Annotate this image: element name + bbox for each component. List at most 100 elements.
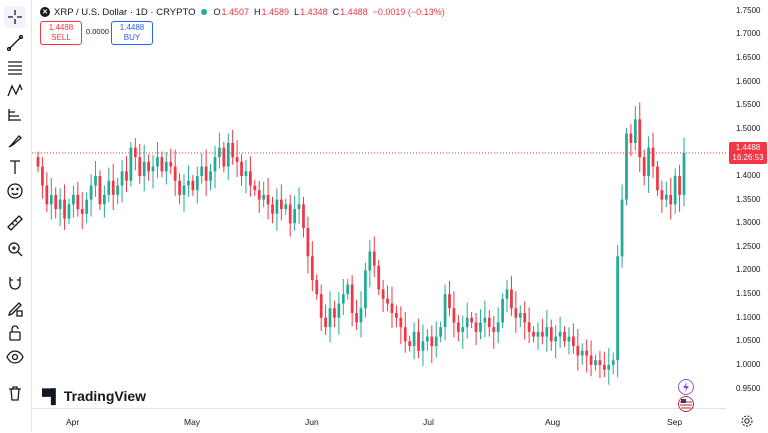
buy-label: BUY	[123, 33, 141, 42]
candle-body	[487, 317, 491, 328]
candle-body	[399, 317, 403, 328]
candle-body	[244, 171, 248, 177]
candle-body	[465, 317, 469, 328]
pattern-icon[interactable]	[4, 80, 26, 102]
zoom-icon[interactable]	[4, 238, 26, 260]
candle-body	[262, 194, 266, 200]
lock-icon[interactable]	[4, 322, 26, 344]
candlestick-chart[interactable]	[32, 0, 726, 408]
candle-body	[633, 119, 637, 143]
us-flag-icon[interactable]	[678, 396, 694, 412]
candle-body	[439, 327, 443, 337]
candle-body	[350, 284, 354, 313]
trash-icon[interactable]	[4, 382, 26, 404]
close-label: C	[332, 7, 340, 17]
candle-body	[249, 171, 252, 186]
magnet-icon[interactable]	[4, 272, 26, 294]
ruler-icon[interactable]	[4, 212, 26, 234]
candle-body	[315, 279, 319, 295]
candle-body	[72, 194, 75, 205]
tradingview-logo[interactable]: ▀▌ TradingView	[42, 388, 146, 404]
price-tick-label: 1.0500	[736, 336, 761, 346]
candle-body	[218, 147, 221, 158]
candle-body	[607, 364, 611, 370]
candle-body	[656, 166, 659, 191]
text-icon[interactable]	[4, 156, 26, 178]
candle-body	[266, 194, 270, 205]
price-tick-label: 1.5000	[736, 123, 761, 133]
candle-body	[138, 157, 142, 177]
candle-body	[594, 360, 597, 365]
candle-body	[660, 190, 664, 200]
lock-drawing-icon[interactable]	[4, 298, 26, 320]
price-tick-label: 1.2000	[736, 265, 761, 275]
logo-text: TradingView	[63, 388, 147, 404]
candle-body	[638, 119, 642, 158]
candle-body	[620, 199, 624, 257]
candle-body	[536, 331, 540, 337]
sell-button[interactable]: 1.4488 SELL	[40, 21, 82, 45]
price-axis[interactable]: 1.75001.70001.65001.60001.55001.50001.45…	[726, 0, 768, 408]
candle-body	[169, 161, 173, 167]
change-value: −0.0019 (−0.13%)	[372, 7, 445, 17]
eye-icon[interactable]	[4, 346, 26, 368]
candle-body	[567, 336, 571, 342]
fib-icon[interactable]	[4, 56, 26, 78]
candle-body	[151, 166, 155, 172]
buy-button[interactable]: 1.4488 BUY	[111, 21, 153, 45]
crosshair-icon[interactable]	[4, 6, 26, 28]
candle-body	[306, 227, 310, 257]
candle-body	[377, 265, 381, 290]
candle-body	[240, 161, 243, 177]
candle-body	[417, 331, 420, 351]
drawing-toolbar	[0, 0, 32, 432]
candle-body	[470, 317, 473, 323]
candle-body	[200, 166, 204, 177]
candle-body	[164, 161, 168, 172]
candle-body	[629, 133, 633, 143]
xrp-logo-icon: ✕	[40, 7, 50, 17]
candle-body	[461, 327, 465, 332]
bar-countdown: 16:26:53	[732, 152, 764, 162]
candle-body	[611, 360, 615, 365]
high-label: H	[254, 7, 261, 17]
candle-body	[302, 204, 305, 228]
close-value: 1.4488	[340, 7, 368, 17]
trend-line-icon[interactable]	[4, 32, 26, 54]
candle-body	[585, 350, 589, 356]
candle-body	[372, 251, 376, 266]
candle-body	[554, 336, 558, 342]
candle-body	[381, 289, 385, 299]
price-tick-label: 1.4000	[736, 171, 761, 181]
spread-value: 0.0000	[86, 27, 109, 36]
sell-label: SELL	[51, 33, 71, 42]
candle-body	[133, 147, 137, 158]
price-tick-label: 1.5500	[736, 100, 761, 110]
lightning-badge-icon[interactable]	[678, 379, 694, 395]
candle-body	[147, 161, 150, 172]
candle-body	[452, 308, 456, 323]
candle-body	[386, 298, 389, 304]
candle-body	[76, 194, 80, 210]
forecast-icon[interactable]	[4, 104, 26, 126]
candle-body	[98, 176, 102, 205]
symbol-title[interactable]: XRP / U.S. Dollar · 1D · CRYPTO	[54, 6, 196, 18]
candle-body	[85, 199, 89, 214]
last-price-value: 1.4488	[735, 142, 761, 152]
gear-icon[interactable]	[740, 414, 754, 428]
emoji-icon[interactable]	[4, 180, 26, 202]
time-tick-label: Aug	[545, 417, 561, 427]
low-label: L	[294, 7, 300, 17]
candle-body	[642, 157, 646, 177]
brush-icon[interactable]	[4, 130, 26, 152]
candle-body	[390, 303, 394, 313]
candle-body	[288, 204, 292, 224]
candle-body	[231, 142, 235, 158]
candle-body	[54, 194, 58, 210]
candle-body	[355, 312, 358, 323]
time-axis[interactable]: Apr May Jun Jul Aug Sep	[32, 408, 726, 433]
candle-body	[107, 180, 111, 195]
time-tick-label: Sep	[667, 417, 683, 427]
time-tick-label: Apr	[66, 417, 80, 427]
price-tick-label: 1.6000	[736, 76, 761, 86]
